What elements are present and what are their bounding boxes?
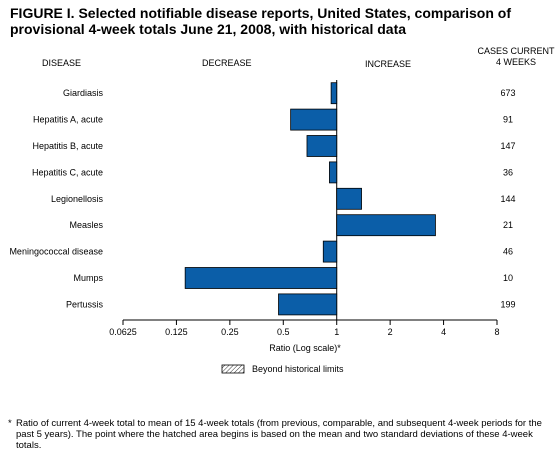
- footnote-marker: *: [8, 418, 12, 429]
- x-tick-label: 4: [441, 327, 446, 337]
- category-label: Meningococcal disease: [9, 247, 103, 257]
- category-label: Giardiasis: [63, 88, 104, 98]
- header-disease: DISEASE: [42, 58, 82, 68]
- category-label: Hepatitis C, acute: [32, 167, 103, 177]
- legend-label: Beyond historical limits: [252, 364, 344, 374]
- chart-area: 0.0625 0.125 0.25 0.5 1 2 4 8 Giardiasis Hepatit…: [9, 80, 516, 374]
- chart-title: FIGURE I. Selected notifiable disease re…: [10, 5, 512, 37]
- bar: [184, 267, 338, 289]
- cases-value: 10: [503, 273, 513, 283]
- bar: [322, 240, 338, 263]
- category-label: Hepatitis A, acute: [33, 115, 103, 125]
- footnote: * Ratio of current 4-week total to mean …: [8, 418, 553, 451]
- category-label: Hepatitis B, acute: [32, 141, 103, 151]
- category-label: Legionellosis: [51, 194, 104, 204]
- bar: [336, 187, 362, 210]
- x-tick-label: 0.5: [277, 327, 290, 337]
- header-decrease: DECREASE: [202, 58, 252, 68]
- header-increase: INCREASE: [365, 59, 412, 69]
- cases-value: 36: [503, 167, 513, 177]
- bar: [336, 214, 436, 237]
- category-label: Measles: [69, 220, 103, 230]
- x-tick-label: 0.25: [221, 327, 239, 337]
- cases-value: 91: [503, 115, 513, 125]
- bar: [330, 82, 338, 105]
- x-tick-label: 2: [388, 327, 393, 337]
- bar: [306, 135, 338, 157]
- category-labels: Giardiasis Hepatitis A, acute Hepatitis B,…: [9, 88, 103, 309]
- cases-value: 147: [500, 141, 515, 151]
- x-tick-label: 0.0625: [109, 327, 137, 337]
- cases-value: 46: [503, 247, 513, 257]
- category-label: Mumps: [73, 273, 103, 283]
- cases-value: 199: [500, 299, 515, 309]
- bar: [278, 293, 338, 316]
- bar: [290, 108, 338, 131]
- bar: [329, 161, 338, 184]
- cases-value: 21: [503, 220, 513, 230]
- x-tick-label: 0.125: [165, 327, 188, 337]
- legend-swatch: [221, 364, 245, 374]
- category-label: Pertussis: [66, 299, 104, 309]
- bars: [184, 82, 436, 316]
- header-cases-line1: CASES CURRENT: [477, 46, 555, 56]
- x-axis-label: Ratio (Log scale)*: [269, 343, 341, 353]
- x-tick-label: 8: [494, 327, 499, 337]
- cases-value: 673: [500, 88, 515, 98]
- x-tick-label: 1: [334, 327, 339, 337]
- footnote-text: Ratio of current 4-week total to mean of…: [16, 418, 542, 451]
- header-cases-line2: 4 WEEKS: [495, 57, 536, 67]
- cases-values: 673 91 147 36 144 21 46 10 199: [500, 88, 515, 309]
- cases-value: 144: [500, 194, 515, 204]
